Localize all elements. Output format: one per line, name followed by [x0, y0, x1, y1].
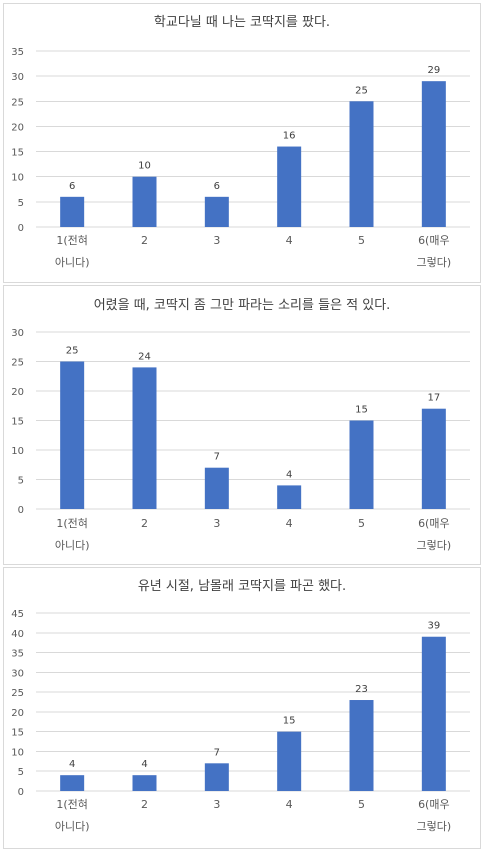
y-tick-label: 45 [11, 609, 24, 620]
x-tick-label: 2 [141, 234, 148, 247]
data-label: 6 [214, 181, 220, 192]
bar-chart-2: 어렸을 때, 코딱지 좀 그만 파라는 소리를 들은 적 있다. 0 5 10 15 20… [11, 298, 470, 552]
bar [349, 101, 374, 227]
x-tick-label: 아니다) [55, 256, 90, 269]
bar [421, 81, 446, 228]
data-label: 4 [69, 759, 75, 770]
data-label: 15 [283, 716, 296, 727]
x-tick-label: 4 [286, 798, 293, 811]
x-tick-label: 6(매우 [418, 234, 450, 247]
y-tick-label: 10 [11, 446, 24, 457]
x-tick-label: 3 [213, 517, 220, 530]
bar [277, 146, 302, 227]
data-label: 39 [427, 621, 440, 632]
x-tick-label: 2 [141, 517, 148, 530]
x-tick-label: 3 [213, 798, 220, 811]
x-tick-label: 1(전혀 [56, 234, 88, 247]
x-tick-label: 6(매우 [418, 798, 450, 811]
data-label: 6 [69, 181, 75, 192]
bar-chart-1: 학교다닐 때 나는 코딱지를 팠다.0510152025303561(전혀아니다… [11, 15, 470, 269]
x-tick-label: 그렇다) [417, 539, 452, 552]
x-tick-label: 3 [213, 234, 220, 247]
y-tick-label: 20 [11, 708, 24, 719]
y-tick-label: 20 [11, 387, 24, 398]
x-tick-label: 아니다) [55, 539, 90, 552]
y-tick-label: 5 [18, 198, 24, 209]
x-tick-label: 2 [141, 798, 148, 811]
data-label: 25 [66, 346, 79, 357]
y-tick-label: 15 [11, 417, 24, 428]
data-label: 23 [355, 684, 368, 695]
y-tick-label: 10 [11, 747, 24, 758]
data-label: 15 [355, 405, 368, 416]
chart-panel-2: 어렸을 때, 코딱지 좀 그만 파라는 소리를 들은 적 있다. 0 5 10 15 20… [3, 285, 481, 565]
bar [421, 408, 446, 509]
bar [421, 636, 446, 791]
bar [132, 367, 157, 509]
chart-title: 유년 시절, 남몰래 코딱지를 파곤 했다. [138, 578, 346, 594]
y-tick-label: 20 [11, 122, 24, 133]
bar [60, 196, 85, 227]
y-tick-label: 25 [11, 688, 24, 699]
bar [60, 361, 85, 509]
bar [204, 196, 229, 227]
data-label: 16 [283, 131, 296, 142]
bar [60, 775, 85, 791]
bar [204, 467, 229, 509]
chart-title: 어렸을 때, 코딱지 좀 그만 파라는 소리를 들은 적 있다. [94, 298, 391, 313]
y-tick-label: 35 [11, 47, 24, 58]
bar [132, 176, 157, 227]
y-tick-label: 35 [11, 649, 24, 660]
y-tick-label: 5 [18, 767, 24, 778]
chart-title: 학교다닐 때 나는 코딱지를 팠다. [154, 15, 330, 30]
y-tick-label: 10 [11, 173, 24, 184]
bar [204, 763, 229, 791]
bar [132, 775, 157, 791]
y-tick-label: 15 [11, 148, 24, 159]
bar [277, 485, 302, 509]
bar-chart-3: 유년 시절, 남몰래 코딱지를 파곤 했다.051015202530354045… [11, 578, 470, 833]
data-label: 7 [214, 747, 220, 758]
y-tick-label: 0 [18, 787, 24, 798]
y-tick-label: 30 [11, 72, 24, 83]
x-tick-label: 그렇다) [417, 820, 452, 833]
chart-panel-3: 유년 시절, 남몰래 코딱지를 파곤 했다. 0 5 10 15 20 25 30 35 40 45… [3, 567, 481, 849]
y-tick-label: 0 [18, 505, 24, 516]
data-label: 25 [355, 85, 368, 96]
x-tick-label: 4 [286, 234, 293, 247]
x-tick-label: 5 [358, 234, 365, 247]
y-tick-label: 5 [18, 476, 24, 487]
chart-panel-1: 학교다닐 때 나는 코딱지를 팠다. 0 5 10 15 20 25 30 35 6 1(전혀 아니다… [3, 3, 481, 283]
y-tick-label: 25 [11, 97, 24, 108]
x-tick-label: 1(전혀 [56, 798, 88, 811]
y-tick-label: 30 [11, 328, 24, 339]
x-tick-label: 6(매우 [418, 517, 450, 530]
data-label: 10 [138, 161, 151, 172]
y-tick-label: 25 [11, 358, 24, 369]
bar [349, 700, 374, 791]
data-label: 4 [141, 759, 147, 770]
y-tick-label: 40 [11, 629, 24, 640]
x-tick-label: 5 [358, 798, 365, 811]
data-label: 4 [286, 469, 292, 480]
x-tick-label: 4 [286, 517, 293, 530]
data-label: 29 [427, 65, 440, 76]
x-tick-label: 아니다) [55, 820, 90, 833]
data-label: 7 [214, 452, 220, 463]
x-tick-label: 5 [358, 517, 365, 530]
bar [349, 420, 374, 509]
y-tick-label: 30 [11, 668, 24, 679]
y-tick-label: 15 [11, 728, 24, 739]
data-label: 24 [138, 351, 151, 362]
x-tick-label: 1(전혀 [56, 517, 88, 530]
y-tick-label: 0 [18, 223, 24, 234]
x-tick-label: 그렇다) [417, 256, 452, 269]
data-label: 17 [427, 393, 440, 404]
bar [277, 731, 302, 791]
